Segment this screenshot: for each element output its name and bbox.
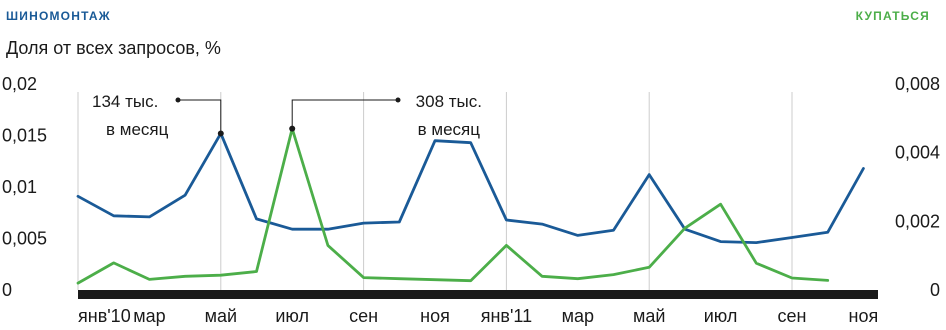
- x-tick-label: июл: [275, 306, 309, 326]
- y-right-tick-label: 0,004: [895, 143, 940, 163]
- x-tick-label: мар: [562, 306, 594, 326]
- annotation-leader-line: [291, 99, 398, 129]
- y-left-tick-label: 0,01: [2, 177, 37, 197]
- x-tick-label: сен: [349, 306, 378, 326]
- annotation-point-dot: [217, 130, 224, 137]
- legend-series-tire-fitting: ШИНОМОНТАЖ: [6, 9, 111, 23]
- annotation-anchor-dot: [395, 97, 401, 103]
- x-tick-label: янв'10: [78, 306, 131, 326]
- y-left-tick-label: 0,02: [2, 74, 37, 94]
- x-tick-label: май: [633, 306, 665, 326]
- y-right-tick-label: 0,002: [895, 211, 940, 231]
- annotation-leader-line: [178, 99, 222, 134]
- annotation-unit-text: в месяц: [418, 120, 481, 139]
- x-tick-label: ноя: [849, 306, 879, 326]
- annotation-point-dot: [289, 125, 296, 132]
- y-left-tick-label: 0,005: [2, 229, 47, 249]
- y-left-tick-label: 0: [2, 280, 12, 300]
- series-line-tire-fitting: [76, 131, 865, 245]
- x-tick-label: янв'11: [481, 306, 532, 326]
- series-line-swimming: [76, 127, 830, 285]
- annotation-unit-text: в месяц: [106, 120, 169, 139]
- y-right-tick-label: 0: [930, 280, 940, 300]
- x-tick-label: июл: [704, 306, 738, 326]
- annotation-value-text: 308 тыс.: [416, 92, 482, 111]
- x-tick-label: май: [205, 306, 237, 326]
- x-tick-label: мар: [133, 306, 165, 326]
- annotation-value-text: 134 тыс.: [92, 92, 158, 111]
- chart-subtitle: Доля от всех запросов, %: [6, 38, 221, 58]
- x-tick-label: сен: [778, 306, 807, 326]
- x-axis-bar: [78, 290, 878, 299]
- y-right-tick-label: 0,008: [895, 74, 940, 94]
- legend-series-swimming: КУПАТЬСЯ: [855, 9, 930, 23]
- y-left-tick-label: 0,015: [2, 126, 47, 146]
- x-tick-label: ноя: [420, 306, 450, 326]
- annotation-anchor-dot: [175, 97, 181, 103]
